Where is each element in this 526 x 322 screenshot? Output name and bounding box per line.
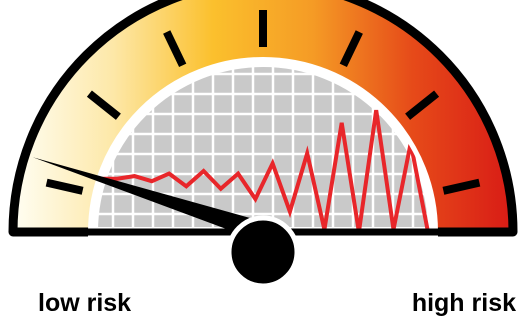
gauge-tick <box>339 30 363 68</box>
gauge-tick <box>442 178 481 195</box>
gauge-tick <box>86 90 121 120</box>
gauge-ticks <box>45 10 481 195</box>
low-risk-label: low risk <box>38 289 132 317</box>
gauge-needle-icon <box>32 157 267 242</box>
gauge-tick <box>45 178 84 195</box>
gauge-pivot-icon <box>226 215 300 289</box>
gauge-tick <box>163 30 187 68</box>
risk-gauge <box>8 0 518 289</box>
risk-trace-line <box>100 109 430 232</box>
high-risk-label: high risk <box>411 289 516 317</box>
gauge-tick <box>405 90 440 120</box>
